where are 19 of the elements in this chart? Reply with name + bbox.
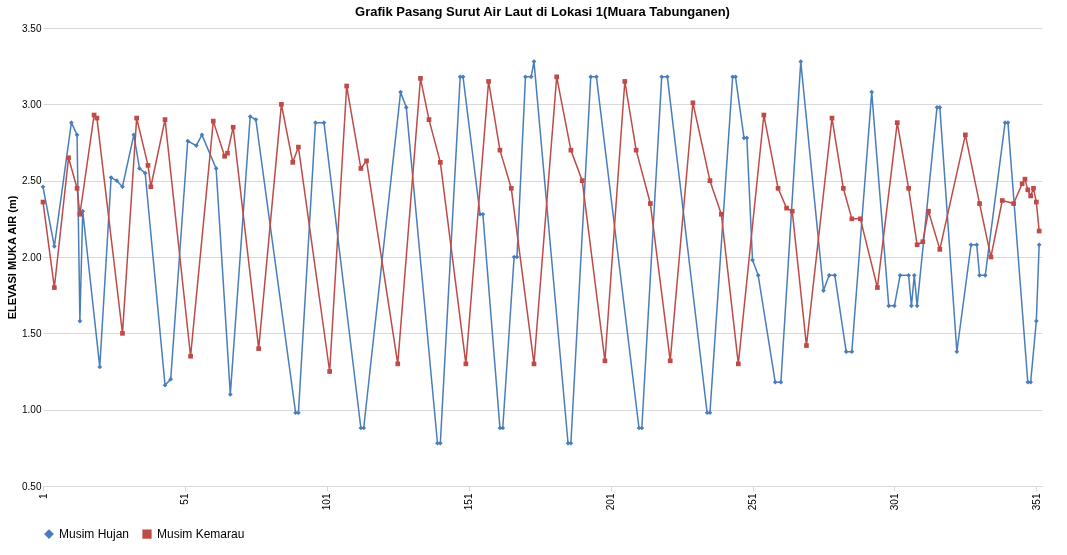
legend-label: Musim Hujan	[59, 527, 130, 542]
x-tick-label: 101	[321, 493, 333, 511]
y-tick-label: 2.50	[22, 175, 42, 187]
x-tick-label: 351	[1030, 493, 1042, 511]
x-tick-label: 301	[888, 493, 900, 511]
y-tick-label: 3.50	[22, 22, 42, 34]
y-axis-title: ELEVASI MUKA AIR (m)	[6, 195, 19, 320]
y-tick-label: 3.00	[22, 98, 42, 110]
legend-label: Musim Kemarau	[157, 527, 245, 542]
x-tick-label: 1	[37, 493, 49, 500]
y-tick-label: 1.00	[22, 404, 42, 416]
x-tick-label: 51	[179, 493, 191, 505]
y-tick-label: 2.00	[22, 251, 42, 263]
chart-title: Grafik Pasang Surut Air Laut di Lokasi 1(Muara Tabunganen)	[355, 4, 730, 19]
x-tick-label: 201	[605, 493, 617, 511]
y-tick-label: 0.50	[22, 480, 42, 492]
x-tick-label: 251	[747, 493, 759, 511]
x-tick-label: 151	[463, 493, 475, 511]
y-tick-label: 1.50	[22, 327, 42, 339]
